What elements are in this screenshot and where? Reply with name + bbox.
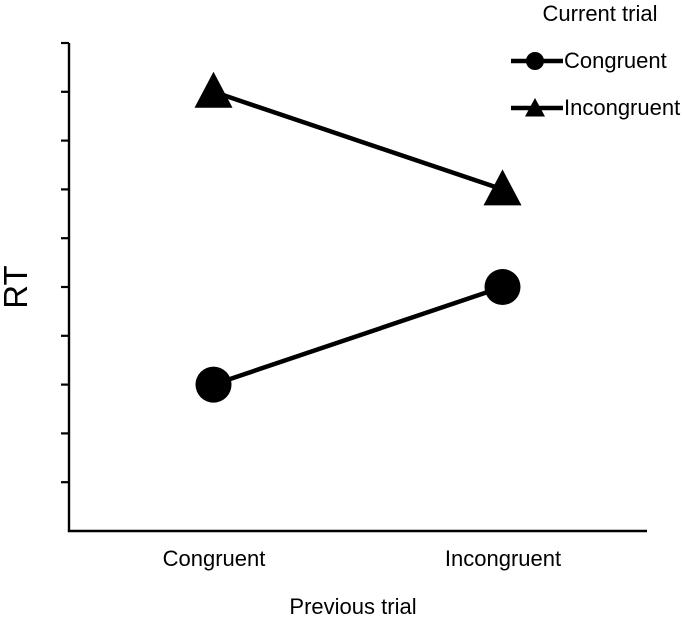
legend-item-congruent: Congruent xyxy=(511,50,667,72)
legend-item-incongruent: Incongruent xyxy=(511,97,680,119)
y-axis-label: RT xyxy=(0,265,34,309)
triangle-marker-icon xyxy=(511,98,563,117)
data-point-congruent-0 xyxy=(195,366,232,403)
data-point-incongruent-1 xyxy=(483,169,522,206)
legend-label-congruent: Congruent xyxy=(564,48,667,73)
legend-title: Current trial xyxy=(542,1,658,26)
x-tick-label-incongruent: Incongruent xyxy=(444,546,562,571)
circle-marker-icon xyxy=(511,52,563,70)
legend-label-incongruent: Incongruent xyxy=(564,95,681,120)
x-axis-label: Previous trial xyxy=(289,594,417,619)
series-line-congruent xyxy=(212,284,504,387)
data-point-congruent-1 xyxy=(484,269,521,305)
series-line-incongruent xyxy=(212,89,504,192)
data-point-incongruent-0 xyxy=(194,71,233,108)
x-tick-label-congruent: Congruent xyxy=(162,546,266,571)
